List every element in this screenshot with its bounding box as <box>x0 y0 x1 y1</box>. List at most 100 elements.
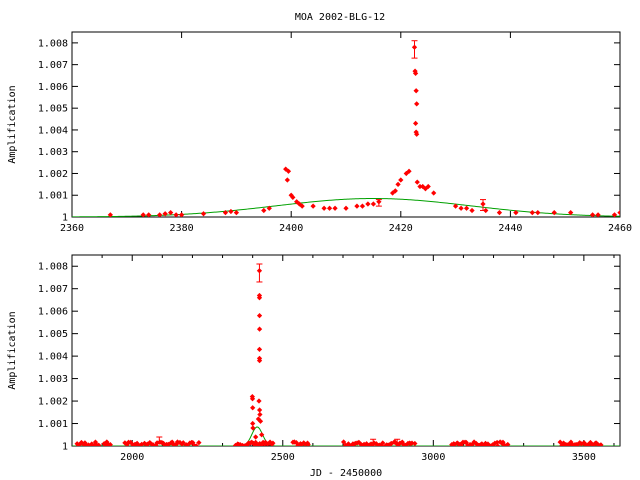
data-point <box>140 212 146 217</box>
x-tick-label: 2400 <box>279 223 303 234</box>
data-point <box>343 205 349 211</box>
data-point <box>180 440 186 446</box>
data-point <box>370 201 377 207</box>
data-point <box>463 439 469 446</box>
y-tick-label: 1.005 <box>38 329 68 340</box>
data-point <box>568 210 574 216</box>
data-point <box>190 440 196 446</box>
x-tick-label: 2420 <box>389 223 413 234</box>
data-point <box>598 442 604 446</box>
data-point <box>296 201 303 207</box>
data-point <box>82 440 88 446</box>
x-tick-label: 3000 <box>421 452 445 463</box>
data-point <box>256 326 263 332</box>
data-point <box>146 212 152 217</box>
data-point <box>395 181 401 187</box>
data-point <box>589 212 596 217</box>
y-tick-label: 1.001 <box>38 419 68 430</box>
data-point <box>414 101 420 107</box>
data-point <box>173 212 179 217</box>
data-point <box>458 205 464 211</box>
data-point <box>370 443 376 446</box>
data-point <box>168 210 174 216</box>
data-point <box>107 442 113 446</box>
data-point <box>270 440 276 446</box>
data-point <box>256 346 263 353</box>
data-point <box>162 211 168 217</box>
y-tick-label: 1.006 <box>38 307 68 318</box>
data-point <box>513 210 519 216</box>
y-tick-label: 1.008 <box>38 38 68 49</box>
x-tick-label: 2380 <box>170 223 194 234</box>
y-tick-label: 1.004 <box>38 125 68 136</box>
data-point <box>321 205 327 211</box>
data-point <box>310 203 316 209</box>
data-point <box>496 210 503 216</box>
data-point <box>124 441 130 446</box>
data-point <box>380 440 386 446</box>
data-point <box>452 203 459 209</box>
data-point <box>406 168 412 174</box>
data-point <box>354 203 360 209</box>
plot-frame <box>71 31 621 218</box>
data-point <box>250 405 256 411</box>
x-axis-label: JD - 2450000 <box>310 468 382 479</box>
data-point <box>403 170 409 177</box>
data-point <box>96 442 102 446</box>
data-point <box>392 188 398 194</box>
data-point <box>256 398 262 404</box>
y-tick-label: 1.001 <box>38 191 68 202</box>
data-point <box>104 439 110 445</box>
data-point <box>463 205 470 211</box>
data-point <box>469 441 475 446</box>
y-axis-label: Amplification <box>7 85 18 163</box>
data-point <box>257 411 263 418</box>
data-point <box>341 439 347 445</box>
data-point <box>412 70 419 76</box>
data-point <box>285 168 292 174</box>
data-point <box>425 183 431 190</box>
data-point <box>284 177 290 183</box>
data-point <box>128 439 134 446</box>
y-tick-label: 1 <box>62 213 68 224</box>
y-tick-label: 1.004 <box>38 352 68 363</box>
y-tick-label: 1.007 <box>38 284 68 295</box>
data-point <box>256 357 263 364</box>
data-point <box>253 434 259 440</box>
data-point <box>222 210 229 216</box>
data-point <box>505 441 511 446</box>
data-point <box>294 199 300 205</box>
data-point <box>399 439 405 445</box>
data-point <box>184 442 190 446</box>
data-point <box>305 441 311 446</box>
y-tick-label: 1.002 <box>38 397 68 408</box>
x-tick-label: 2000 <box>120 452 144 463</box>
x-tick-label: 3500 <box>572 452 596 463</box>
data-point <box>413 88 419 94</box>
x-tick-label: 2360 <box>60 223 84 234</box>
y-tick-label: 1.003 <box>38 147 68 158</box>
data-point <box>414 131 420 137</box>
data-point <box>389 190 396 196</box>
y-tick-label: 1 <box>62 442 68 453</box>
x-tick-label: 2500 <box>271 452 295 463</box>
bottom-panel: 1 1.001 1.002 1.003 1.004 1.005 1.006 1.007 1.00… <box>7 254 621 479</box>
data-point <box>249 396 256 402</box>
data-point <box>529 210 535 216</box>
y-tick-label: 1.002 <box>38 169 68 180</box>
data-point <box>157 212 163 217</box>
y-tick-label: 1.005 <box>38 104 68 115</box>
data-point <box>233 210 240 216</box>
data-point <box>196 440 202 446</box>
data-point <box>256 295 263 301</box>
data-point <box>458 442 464 446</box>
data-point <box>200 211 207 217</box>
x-tick-label: 2440 <box>498 223 522 234</box>
data-point <box>422 186 429 192</box>
data-point <box>617 210 620 216</box>
data-point <box>412 120 419 127</box>
data-point <box>250 425 256 431</box>
data-point <box>431 190 437 196</box>
data-point <box>107 212 113 217</box>
